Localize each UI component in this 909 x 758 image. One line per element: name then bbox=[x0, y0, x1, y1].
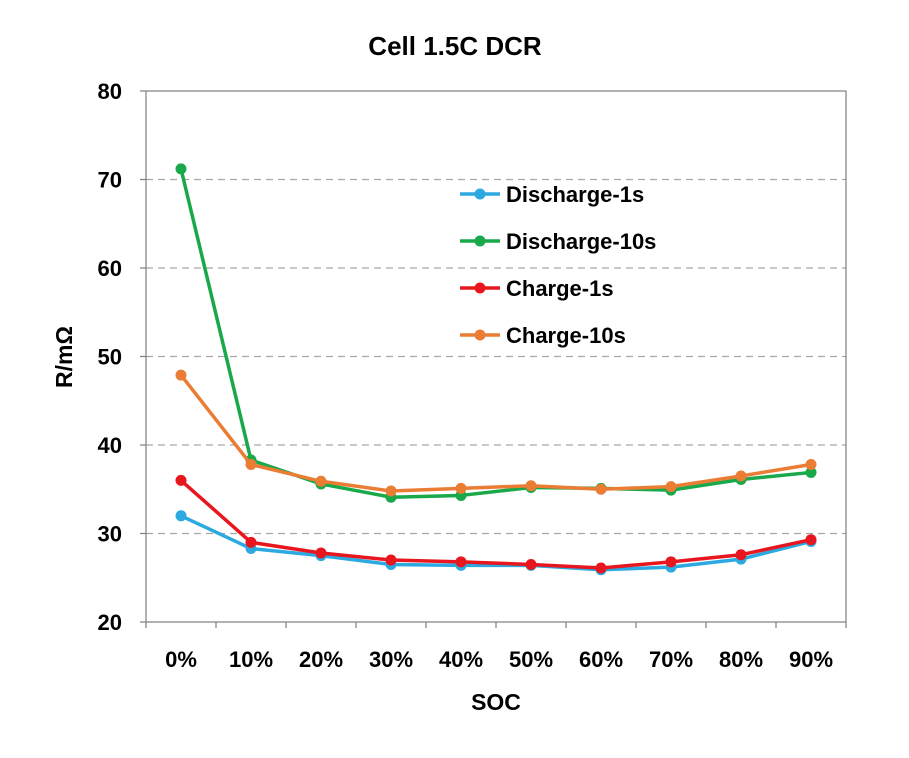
data-point bbox=[385, 485, 397, 497]
data-point bbox=[525, 480, 537, 492]
series-line bbox=[179, 478, 813, 570]
data-point bbox=[735, 470, 747, 482]
x-tick-label: 90% bbox=[789, 647, 833, 672]
series-line bbox=[179, 373, 813, 493]
data-point bbox=[175, 474, 187, 486]
legend-entry: Charge-10s bbox=[460, 323, 626, 348]
legend: Discharge-1s Discharge-10s Charge-1s Charge… bbox=[460, 182, 656, 348]
legend-label: Discharge-10s bbox=[506, 229, 656, 254]
x-axis-ticks: 0% 10% 20% 30% 40% 50% 60% 70% 80% 90% bbox=[145, 622, 847, 672]
legend-entry: Discharge-10s bbox=[460, 229, 656, 254]
y-axis-ticks: 20 30 40 50 60 70 80 bbox=[98, 79, 146, 635]
data-point bbox=[385, 554, 397, 566]
series-charge-10s bbox=[175, 369, 817, 497]
x-tick-label: 70% bbox=[649, 647, 693, 672]
x-tick-label: 80% bbox=[719, 647, 763, 672]
data-point bbox=[525, 558, 537, 570]
series-line bbox=[179, 514, 813, 572]
data-point bbox=[175, 163, 187, 175]
data-point bbox=[665, 481, 677, 493]
data-point bbox=[455, 556, 467, 568]
y-tick-label: 50 bbox=[98, 345, 122, 370]
legend-label: Charge-10s bbox=[506, 323, 626, 348]
data-point bbox=[175, 510, 187, 522]
y-tick-label: 20 bbox=[98, 610, 122, 635]
legend-marker bbox=[474, 188, 486, 200]
data-point bbox=[665, 556, 677, 568]
y-tick-label: 40 bbox=[98, 433, 122, 458]
x-tick-label: 10% bbox=[229, 647, 273, 672]
data-point bbox=[245, 458, 257, 470]
x-tick-label: 40% bbox=[439, 647, 483, 672]
legend-label: Charge-1s bbox=[506, 276, 614, 301]
data-point bbox=[175, 369, 187, 381]
data-point bbox=[455, 482, 467, 494]
data-point bbox=[805, 534, 817, 546]
chart-title: Cell 1.5C DCR bbox=[368, 31, 542, 61]
data-point bbox=[595, 483, 607, 495]
y-tick-label: 60 bbox=[98, 256, 122, 281]
data-point bbox=[735, 549, 747, 561]
legend-marker bbox=[474, 329, 486, 341]
data-point bbox=[805, 466, 817, 478]
grid-lines bbox=[146, 178, 846, 535]
legend-marker bbox=[474, 235, 486, 247]
data-point bbox=[315, 547, 327, 559]
data-point bbox=[245, 536, 257, 548]
x-tick-label: 0% bbox=[165, 647, 197, 672]
legend-marker bbox=[474, 282, 486, 294]
x-tick-label: 50% bbox=[509, 647, 553, 672]
series-lines bbox=[175, 163, 817, 576]
x-tick-label: 20% bbox=[299, 647, 343, 672]
legend-entry: Discharge-1s bbox=[460, 182, 644, 207]
x-tick-label: 30% bbox=[369, 647, 413, 672]
series-charge-1s bbox=[175, 474, 817, 574]
x-tick-label: 60% bbox=[579, 647, 623, 672]
legend-entry: Charge-1s bbox=[460, 276, 614, 301]
y-tick-label: 70 bbox=[98, 168, 122, 193]
y-tick-label: 80 bbox=[98, 79, 122, 104]
y-tick-label: 30 bbox=[98, 522, 122, 547]
data-point bbox=[805, 458, 817, 470]
data-point bbox=[315, 475, 327, 487]
legend-label: Discharge-1s bbox=[506, 182, 644, 207]
data-point bbox=[595, 562, 607, 574]
x-axis-label: SOC bbox=[471, 689, 521, 715]
y-axis-label: R/mΩ bbox=[51, 326, 77, 388]
